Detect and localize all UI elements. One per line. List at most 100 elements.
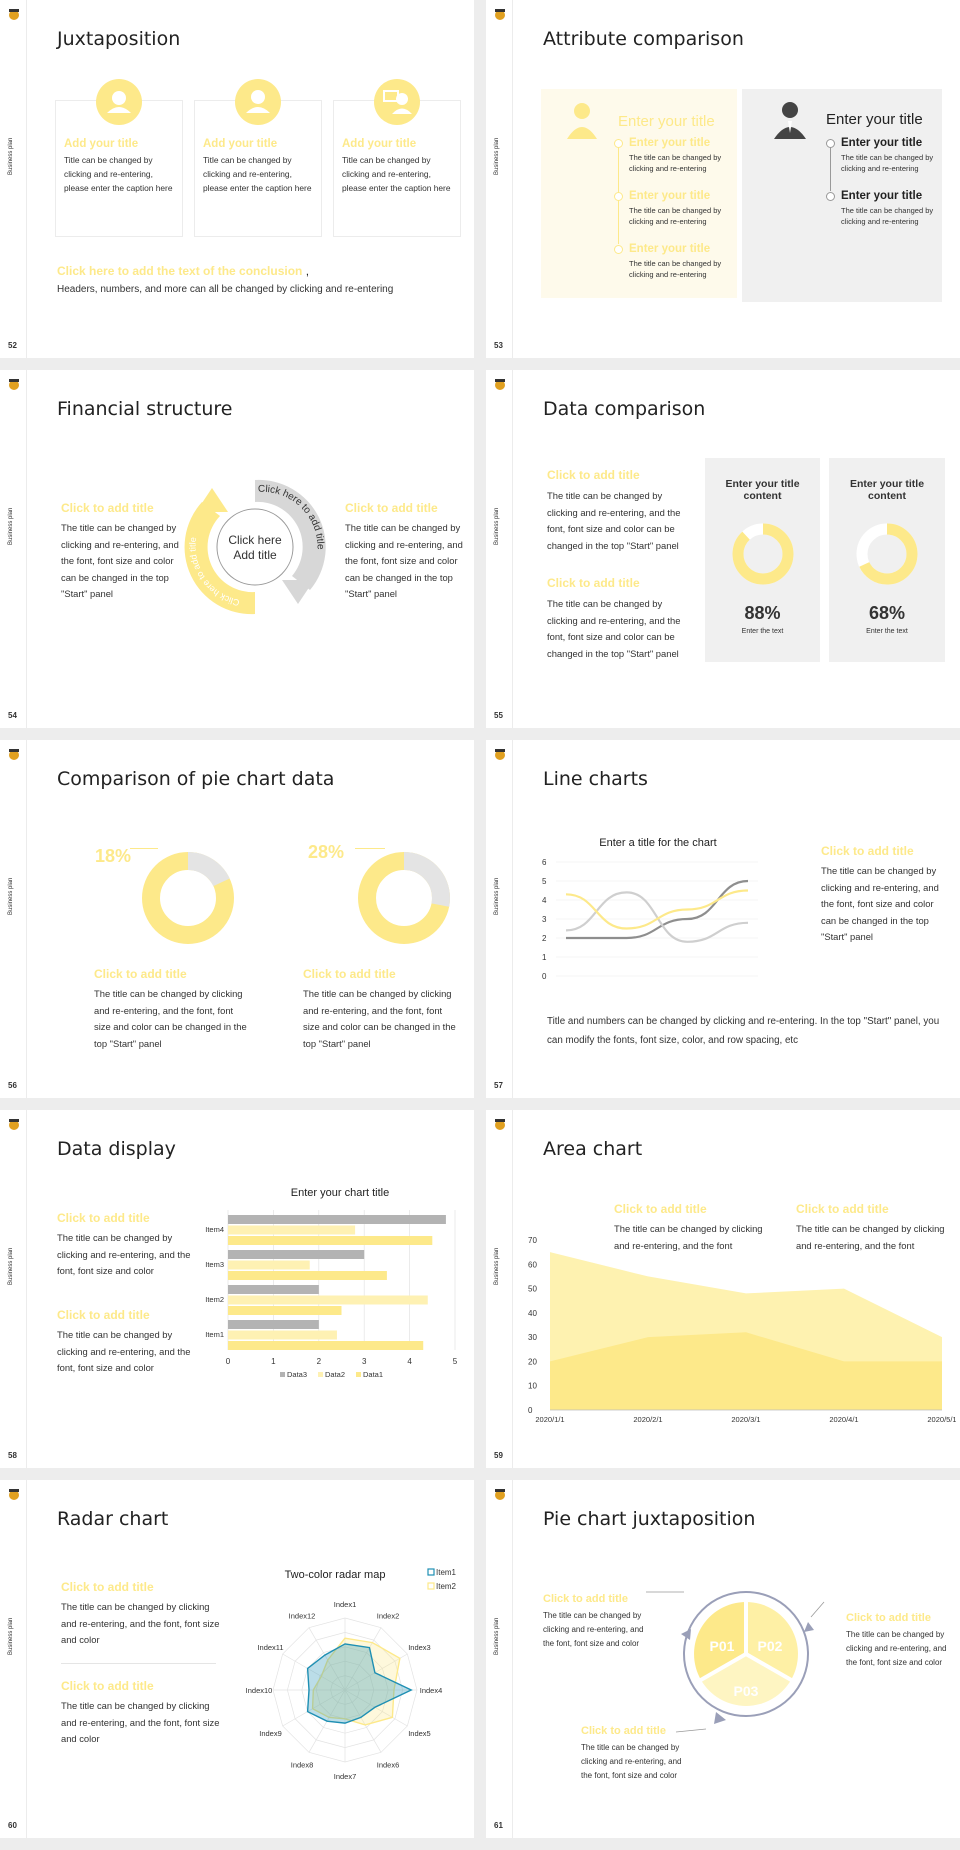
cycle-diagram[interactable]: Click here Add title Click here to add t… [180,472,330,622]
user-icon [96,79,142,125]
left-strip [0,370,27,728]
center-line-1: Click here [228,533,282,547]
presenter-icon [374,79,420,125]
slide-number: 58 [8,1451,17,1460]
slide-55[interactable]: Business plan 55 Data comparison Click t… [486,370,960,728]
axis-label: Index12 [289,1612,316,1621]
logo-icon [495,9,505,20]
side-label: Business plan [494,877,500,915]
item-title: Click to add title [614,1202,707,1216]
conclusion-link[interactable]: Click here to add the text of the conclu… [57,264,303,278]
item-text: The title can be changed by clicking and… [629,153,722,173]
card-title: Add your title [342,138,417,150]
y-tick-label: 0 [528,1406,533,1415]
y-tick-label: 10 [528,1382,537,1391]
slide-60[interactable]: Business plan 60 Radar chart Click to ad… [0,1480,474,1838]
radar-chart[interactable]: Two-color radar map Item1 Item2 Index1 Index… [230,1560,470,1785]
item-title: Enter your title [841,137,923,149]
slide-58[interactable]: Business plan 58 Data display Click to a… [0,1110,474,1468]
chart-note: Title and numbers can be changed by clic… [547,1016,940,1046]
right-panel[interactable]: Enter your title Enter your title The ti… [742,89,942,302]
bar [228,1271,387,1280]
logo-icon [495,749,505,760]
conclusion[interactable]: Click here to add the text of the conclu… [57,264,309,278]
item-text: The title can be changed by clicking and… [581,1743,682,1780]
side-text: The title can be changed by clicking and… [821,865,939,942]
logo-icon [9,379,19,390]
left-strip [0,1480,27,1838]
pie-title: Click to add title [94,967,187,981]
radar-spoke [308,1627,346,1691]
slide-59[interactable]: Business plan 59 Area chart Click to add… [486,1110,960,1468]
area-series [550,1332,942,1410]
bar-chart[interactable]: Enter your chart title 0 1 2 3 4 5 Item1 Item2 It… [195,1182,465,1382]
donut-18 [142,852,234,944]
legend-swatch [318,1372,323,1377]
axis-label: Index6 [377,1760,400,1769]
slide-54[interactable]: Business plan 54 Financial structure Cli… [0,370,474,728]
x-tick-label: 2 [317,1357,322,1366]
series-line [565,889,749,930]
pie-percent-label: 18% [95,846,132,866]
left-strip [486,1110,513,1468]
slide-title: Radar chart [57,1508,169,1530]
axis-label: Index4 [420,1686,443,1695]
y-tick-label: 0 [542,972,547,981]
segmented-pie[interactable]: P01 P02 P03 [646,1562,846,1737]
slide-title: Pie chart juxtaposition [543,1508,756,1530]
y-tick-label: 6 [542,858,547,867]
y-tick-label: 20 [528,1357,537,1366]
slide-52[interactable]: Business plan 52 Juxtaposition Add your … [0,0,474,358]
y-tick-label: Item3 [205,1260,224,1269]
x-tick-label: 0 [226,1357,231,1366]
left-panel-title: Enter your title [618,113,715,130]
axis-label: Index8 [291,1760,314,1769]
y-tick-label: 70 [528,1236,537,1245]
axis-label: Index3 [408,1643,431,1652]
line-chart[interactable]: Enter a title for the chart0123456NO.1NO… [538,832,778,982]
slide-56[interactable]: Business plan 56 Comparison of pie chart… [0,740,474,1098]
legend-label: Item1 [436,1568,457,1577]
slide-53[interactable]: Business plan 53 Attribute comparison En… [486,0,960,358]
item-text: The title can be changed by clicking and… [543,1611,644,1648]
center-circle [216,508,294,586]
left-strip [486,370,513,728]
donut-88 [732,523,794,585]
chart-title: Enter a title for the chart [599,837,716,849]
y-tick-label: Item1 [205,1330,224,1339]
y-tick-label: 60 [528,1260,537,1269]
x-tick-label: 4 [407,1357,412,1366]
person-icon [235,79,281,125]
leader-line [355,848,385,849]
x-tick-label: 2020/5/1 [927,1415,956,1424]
stat-card[interactable]: Enter your title content 68% Enter the t… [829,458,945,662]
stat-card-title: Enter your title content [849,478,925,502]
bar [228,1250,365,1259]
slide-number: 59 [494,1451,503,1460]
card[interactable]: Add your title Title can be changed by c… [333,79,461,237]
x-tick-label: 3 [362,1357,367,1366]
conclusion-comma: , [305,264,310,278]
segment-p03[interactable] [701,1654,791,1706]
area-chart[interactable]: 0 10 20 30 40 50 60 70 2020/1/1 2020/2/1 2020/3/1 2… [526,1232,956,1432]
timeline-dot [826,139,835,148]
stat-card[interactable]: Enter your title content 88% Enter the t… [705,458,820,662]
y-tick-label: 4 [542,896,547,905]
right-title: Click to add title [345,501,438,515]
bar [228,1225,356,1235]
card[interactable]: Add your title Title can be changed by c… [55,79,183,237]
card[interactable]: Add your title Title can be changed by c… [194,79,322,237]
stat-card-title: Enter your title content [725,478,800,502]
side-label: Business plan [8,1617,14,1655]
side-label: Business plan [8,137,14,175]
left-strip [486,740,513,1098]
slide-61[interactable]: Business plan 61 Pie chart juxtaposition… [486,1480,960,1838]
item-text: The title can be changed by clicking and… [841,153,934,173]
item-title: Enter your title [841,190,923,202]
radar-spoke [344,1689,408,1727]
slide-title: Data display [57,1138,176,1160]
left-panel[interactable]: Enter your title Enter your title The ti… [541,89,737,298]
slide-number: 60 [8,1821,17,1830]
item-text: The title can be changed by clicking and… [629,206,722,226]
slide-57[interactable]: Business plan 57 Line charts Enter a tit… [486,740,960,1098]
